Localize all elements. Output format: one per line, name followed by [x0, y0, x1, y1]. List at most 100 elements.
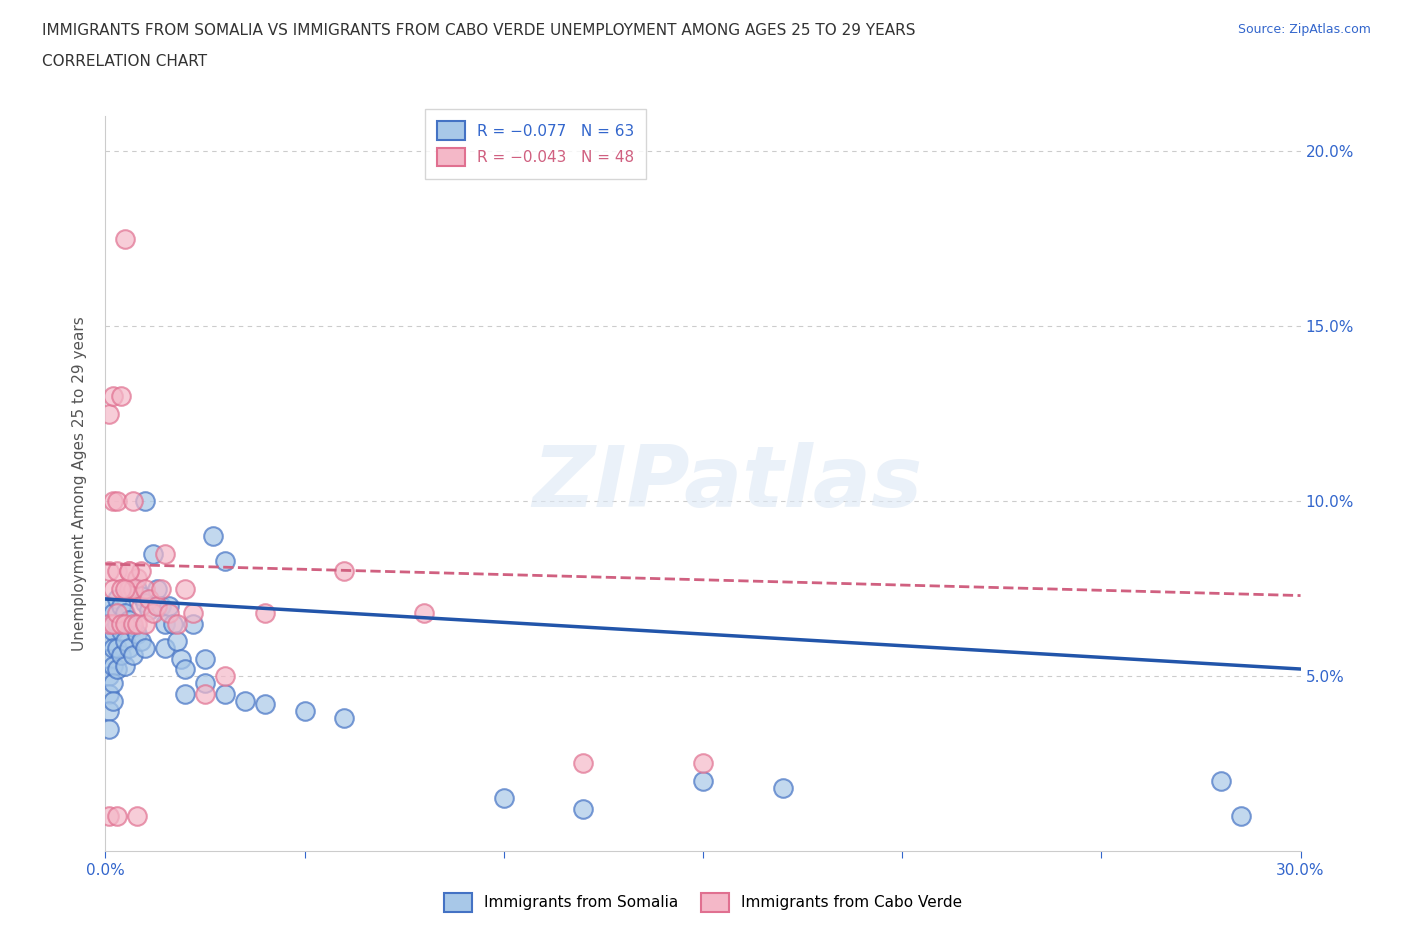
Point [98, 721, 121, 736]
Point [118, 613, 141, 628]
Point [1229, 808, 1251, 823]
Point [122, 581, 145, 596]
Point [134, 616, 156, 631]
Point [134, 595, 156, 610]
Point [129, 599, 153, 614]
Point [127, 627, 149, 642]
Point [114, 605, 136, 620]
Point [138, 602, 160, 617]
Point [413, 605, 436, 620]
Point [166, 616, 188, 631]
Point [114, 658, 136, 673]
Point [134, 581, 156, 596]
Point [103, 605, 125, 620]
Point [181, 605, 204, 620]
Point [162, 616, 184, 631]
Point [142, 605, 165, 620]
Point [146, 599, 169, 614]
Point [122, 647, 145, 662]
Point [98, 406, 121, 421]
Point [98, 704, 121, 719]
Point [98, 651, 121, 666]
Point [153, 616, 177, 631]
Point [153, 641, 177, 656]
Point [122, 494, 145, 509]
Point [214, 686, 236, 701]
Point [194, 651, 217, 666]
Point [492, 791, 515, 806]
Point [134, 494, 156, 509]
Point [118, 564, 141, 578]
Point [114, 633, 136, 648]
Point [142, 546, 165, 561]
Point [174, 661, 197, 676]
Text: ZIPatlas: ZIPatlas [531, 442, 922, 525]
Text: Source: ZipAtlas.com: Source: ZipAtlas.com [1237, 23, 1371, 36]
Point [333, 564, 356, 578]
Point [107, 808, 129, 823]
Point [98, 633, 121, 648]
Point [103, 616, 125, 631]
Point [114, 616, 136, 631]
Point [98, 564, 121, 578]
Point [772, 780, 794, 795]
Point [107, 591, 129, 606]
Point [103, 623, 125, 638]
Point [122, 616, 145, 631]
Point [110, 389, 132, 404]
Point [692, 774, 714, 789]
Point [107, 661, 129, 676]
Point [127, 581, 149, 596]
Point [253, 697, 276, 711]
Point [107, 494, 129, 509]
Point [110, 581, 132, 596]
Point [110, 599, 132, 614]
Point [166, 633, 188, 648]
Point [127, 571, 149, 586]
Point [157, 599, 180, 614]
Point [572, 756, 595, 771]
Point [107, 641, 129, 656]
Point [118, 641, 141, 656]
Y-axis label: Unemployment Among Ages 25 to 29 years: Unemployment Among Ages 25 to 29 years [72, 316, 87, 651]
Legend: R = −0.077   N = 63, R = −0.043   N = 48: R = −0.077 N = 63, R = −0.043 N = 48 [425, 109, 647, 179]
Point [103, 658, 125, 673]
Point [1209, 774, 1232, 789]
Point [233, 693, 256, 708]
Point [98, 616, 121, 631]
Text: CORRELATION CHART: CORRELATION CHART [42, 54, 207, 69]
Point [98, 808, 121, 823]
Point [103, 641, 125, 656]
Point [118, 564, 141, 578]
Point [127, 616, 149, 631]
Point [134, 641, 156, 656]
Point [138, 591, 160, 606]
Point [114, 581, 136, 596]
Point [294, 704, 316, 719]
Point [110, 616, 132, 631]
Point [202, 528, 225, 543]
Point [98, 686, 121, 701]
Point [103, 675, 125, 690]
Point [122, 619, 145, 634]
Point [129, 588, 153, 603]
Text: IMMIGRANTS FROM SOMALIA VS IMMIGRANTS FROM CABO VERDE UNEMPLOYMENT AMONG AGES 25: IMMIGRANTS FROM SOMALIA VS IMMIGRANTS FR… [42, 23, 915, 38]
Point [129, 633, 153, 648]
Point [150, 599, 173, 614]
Point [118, 581, 141, 596]
Point [253, 605, 276, 620]
Point [692, 756, 714, 771]
Point [107, 564, 129, 578]
Point [103, 693, 125, 708]
Point [194, 675, 217, 690]
Point [129, 564, 153, 578]
Point [127, 808, 149, 823]
Point [103, 389, 125, 404]
Point [333, 711, 356, 725]
Point [194, 686, 217, 701]
Point [572, 802, 595, 817]
Point [98, 669, 121, 684]
Legend: Immigrants from Somalia, Immigrants from Cabo Verde: Immigrants from Somalia, Immigrants from… [439, 887, 967, 918]
Point [170, 651, 193, 666]
Point [103, 494, 125, 509]
